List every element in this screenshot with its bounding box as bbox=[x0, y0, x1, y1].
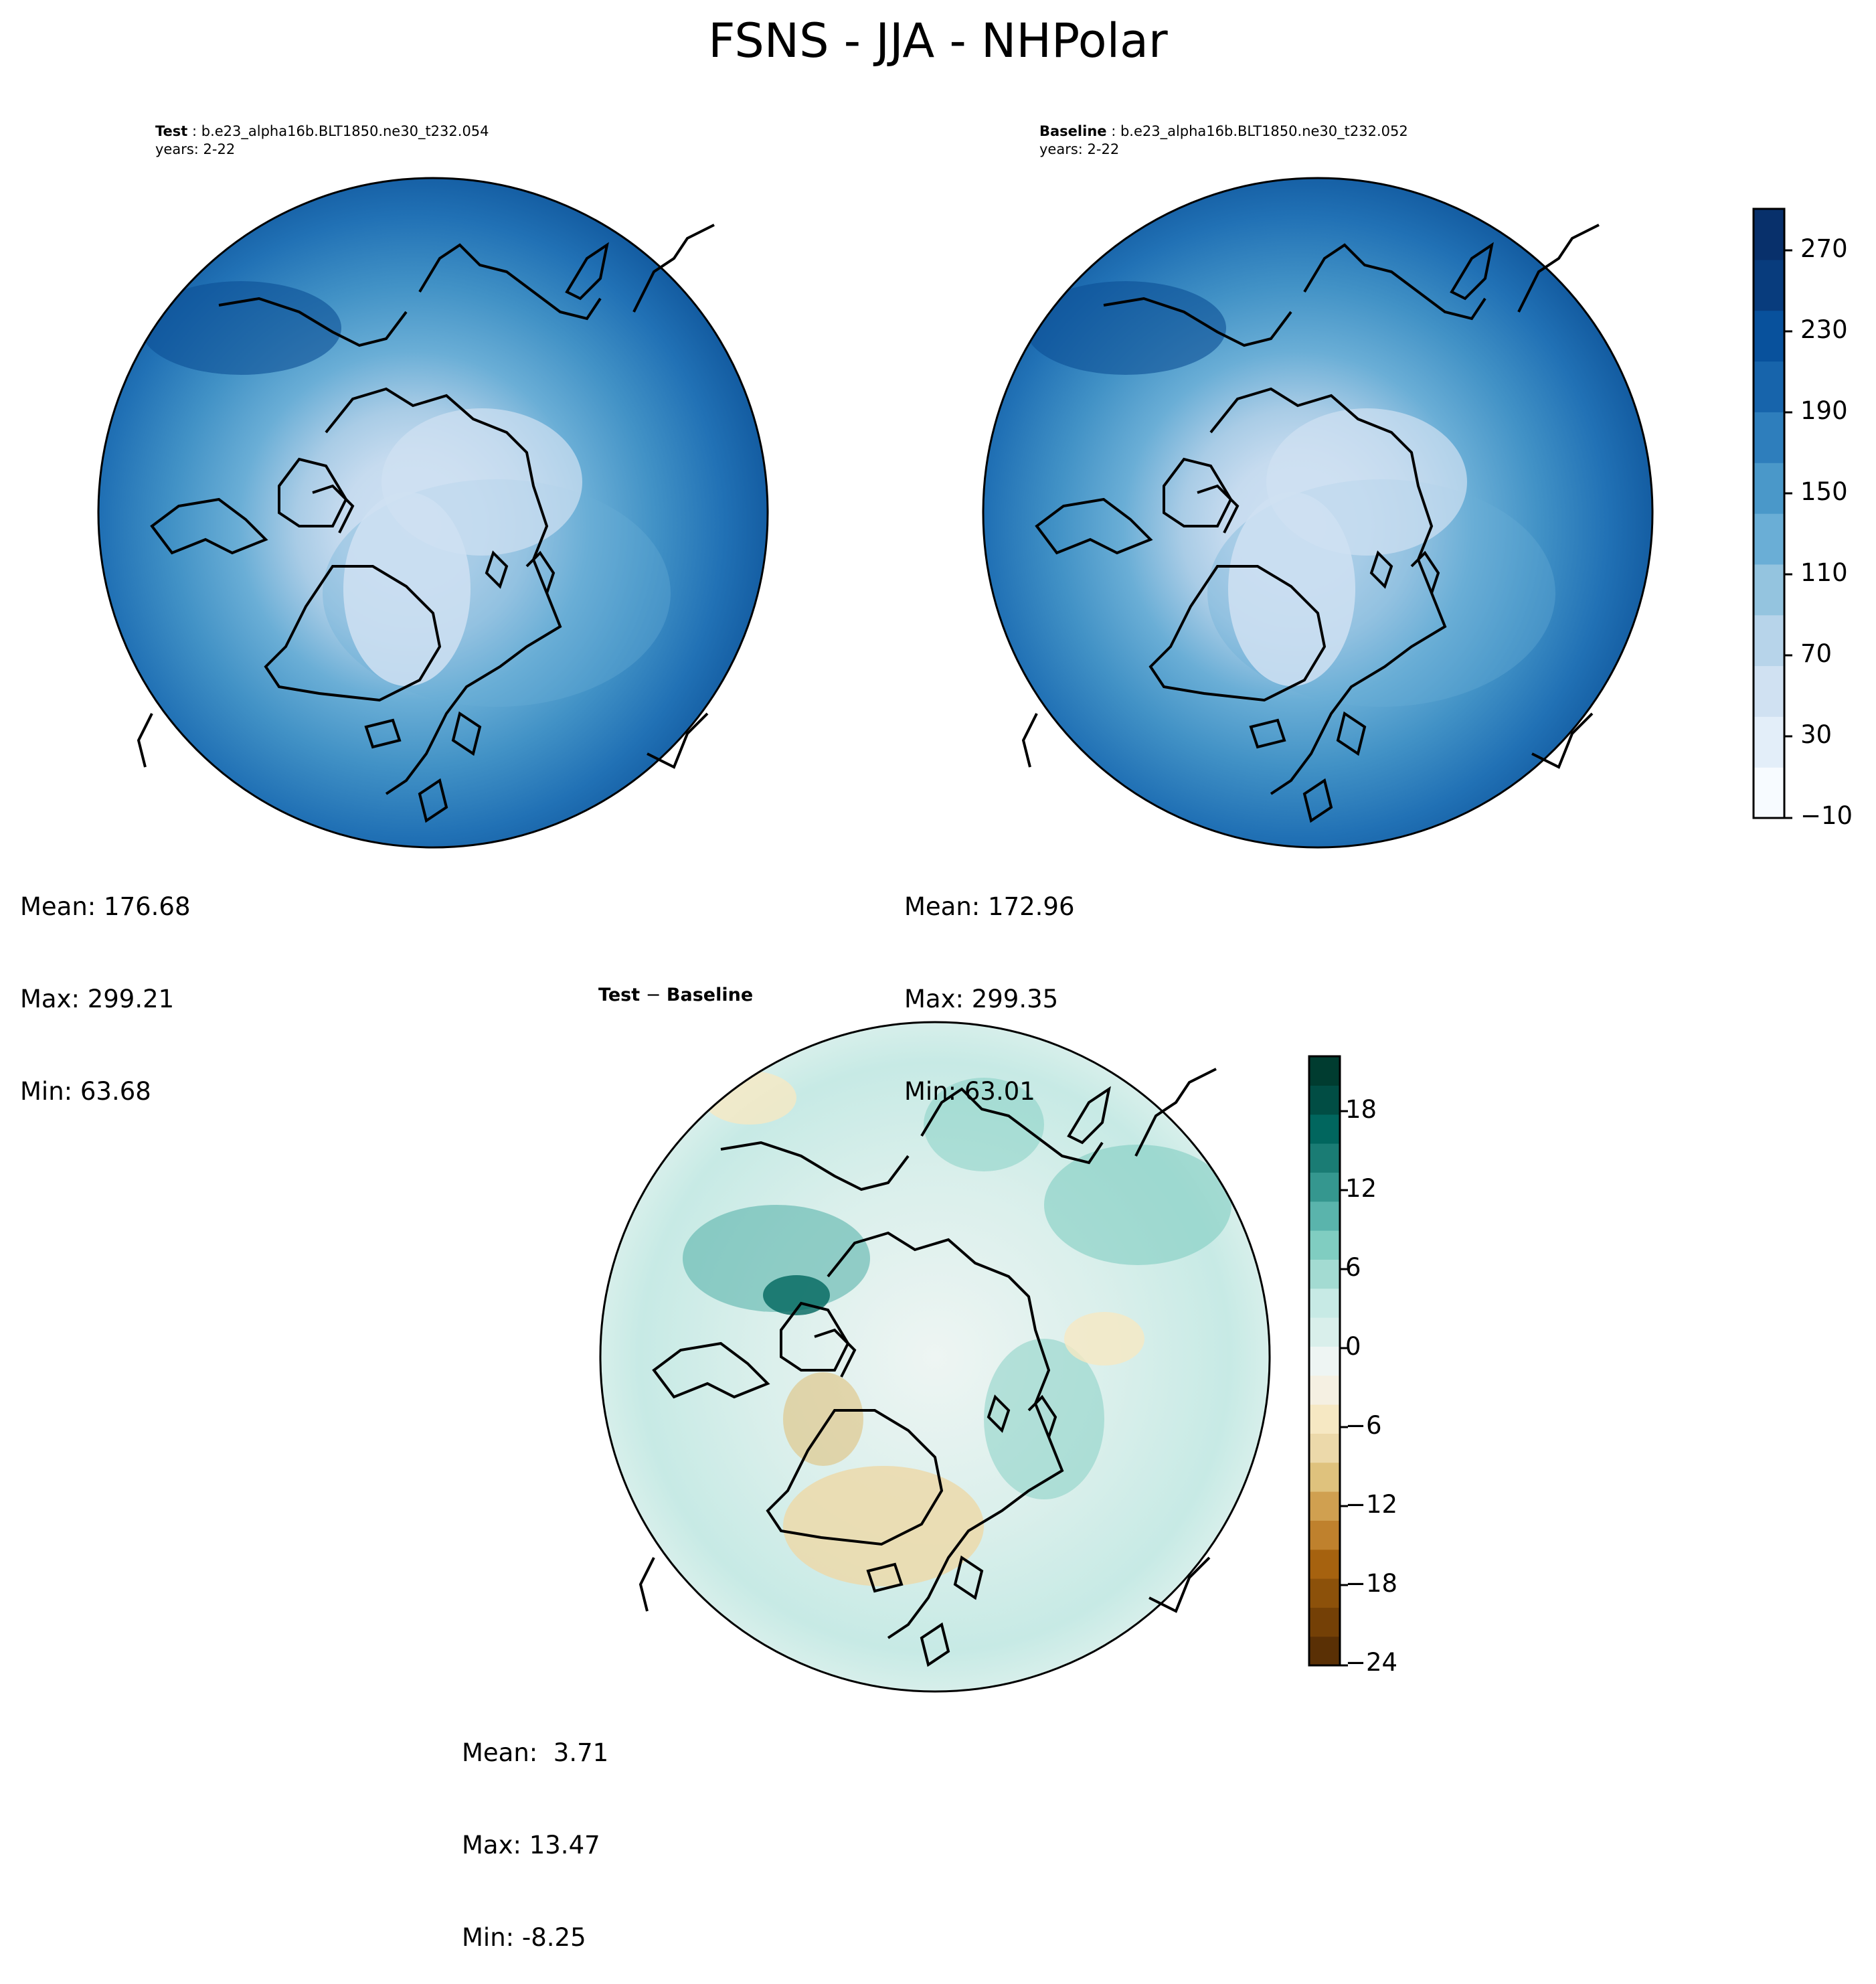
field-colorbar-band bbox=[1754, 614, 1784, 667]
diff-colorbar bbox=[1308, 1055, 1348, 1667]
baseline-min: Min: 63.01 bbox=[904, 1077, 1035, 1106]
field-colorbar-band bbox=[1754, 310, 1784, 362]
field-colorbar-outline bbox=[1752, 208, 1786, 819]
diff-label-test: Test bbox=[598, 985, 641, 1005]
diff-panel-title: Test − Baseline bbox=[598, 984, 753, 1007]
field-colorbar-band bbox=[1754, 209, 1784, 260]
diff-colorbar-band bbox=[1309, 1172, 1340, 1202]
field-colorbar-band bbox=[1754, 463, 1784, 514]
diff-min: Min: -8.25 bbox=[462, 1923, 586, 1952]
test-mean: Mean: 176.68 bbox=[20, 892, 191, 921]
field-tick: 270 bbox=[1800, 234, 1848, 263]
diff-colorbar-band bbox=[1309, 1201, 1340, 1231]
diff-colorbar-band bbox=[1309, 1346, 1340, 1376]
baseline-case-name: : b.e23_alpha16b.BLT1850.ne30_t232.052 bbox=[1106, 123, 1408, 139]
diff-map-boundary bbox=[599, 1021, 1271, 1693]
diff-colorbar-band bbox=[1309, 1549, 1340, 1579]
diff-colorbar-band bbox=[1309, 1578, 1340, 1608]
baseline-label: Baseline bbox=[1039, 123, 1107, 139]
field-colorbar-band bbox=[1754, 716, 1784, 768]
field-tick: 190 bbox=[1800, 396, 1848, 425]
test-label: Test bbox=[155, 123, 188, 139]
baseline-map bbox=[982, 177, 1654, 849]
baseline-stats: Mean: 172.96 Max: 299.35 Min: 63.01 bbox=[904, 830, 1075, 1138]
diff-tick: 0 bbox=[1345, 1332, 1361, 1361]
test-case-name: : b.e23_alpha16b.BLT1850.ne30_t232.054 bbox=[187, 123, 489, 139]
diff-mean: Mean: 3.71 bbox=[462, 1738, 609, 1767]
diff-colorbar-band bbox=[1309, 1607, 1340, 1637]
field-colorbar-band bbox=[1754, 259, 1784, 311]
diff-label-sep: − bbox=[640, 985, 667, 1005]
diff-colorbar-band bbox=[1309, 1288, 1340, 1318]
diff-tick: −18 bbox=[1345, 1569, 1398, 1598]
diff-tick: −12 bbox=[1345, 1490, 1398, 1519]
field-colorbar bbox=[1752, 208, 1792, 819]
field-tick: 230 bbox=[1800, 315, 1848, 344]
diff-colorbar-band bbox=[1309, 1636, 1340, 1666]
field-tick: 110 bbox=[1800, 558, 1848, 587]
diff-tick: 12 bbox=[1345, 1174, 1377, 1203]
test-map bbox=[97, 177, 769, 849]
diff-colorbar-band bbox=[1309, 1375, 1340, 1405]
figure-title: FSNS - JJA - NHPolar bbox=[708, 13, 1168, 68]
field-colorbar-band bbox=[1754, 665, 1784, 717]
baseline-years: years: 2-22 bbox=[1039, 141, 1120, 157]
test-years: years: 2-22 bbox=[155, 141, 236, 157]
field-colorbar-band bbox=[1754, 361, 1784, 412]
field-tick: 70 bbox=[1800, 639, 1832, 668]
diff-colorbar-band bbox=[1309, 1056, 1340, 1086]
diff-colorbar-band bbox=[1309, 1259, 1340, 1289]
diff-colorbar-band bbox=[1309, 1114, 1340, 1144]
diff-map bbox=[599, 1021, 1271, 1693]
diff-colorbar-outline bbox=[1308, 1055, 1341, 1667]
test-max: Max: 299.21 bbox=[20, 985, 175, 1013]
diff-colorbar-band bbox=[1309, 1462, 1340, 1492]
field-colorbar-band bbox=[1754, 564, 1784, 616]
test-stats: Mean: 176.68 Max: 299.21 Min: 63.68 bbox=[20, 830, 191, 1138]
baseline-panel-title: Baseline : b.e23_alpha16b.BLT1850.ne30_t… bbox=[1039, 122, 1408, 159]
diff-max: Max: 13.47 bbox=[462, 1831, 600, 1859]
field-colorbar-band bbox=[1754, 513, 1784, 565]
figure-canvas bbox=[97, 177, 1792, 1693]
diff-tick: 18 bbox=[1345, 1095, 1377, 1124]
field-tick: −10 bbox=[1800, 801, 1853, 830]
field-colorbar-band bbox=[1754, 412, 1784, 463]
test-panel-title: Test : b.e23_alpha16b.BLT1850.ne30_t232.… bbox=[155, 122, 489, 159]
diff-colorbar-band bbox=[1309, 1317, 1340, 1347]
field-tick: 150 bbox=[1800, 477, 1848, 506]
baseline-max: Max: 299.35 bbox=[904, 985, 1059, 1013]
diff-tick: 6 bbox=[1345, 1253, 1361, 1282]
diff-colorbar-band bbox=[1309, 1085, 1340, 1115]
diff-colorbar-band bbox=[1309, 1433, 1340, 1463]
diff-tick: −24 bbox=[1345, 1648, 1398, 1677]
test-min: Min: 63.68 bbox=[20, 1077, 151, 1106]
field-tick: 30 bbox=[1800, 720, 1832, 749]
diff-colorbar-band bbox=[1309, 1230, 1340, 1260]
baseline-mean: Mean: 172.96 bbox=[904, 892, 1075, 921]
diff-colorbar-band bbox=[1309, 1491, 1340, 1521]
diff-colorbar-band bbox=[1309, 1143, 1340, 1173]
diff-label-baseline: Baseline bbox=[666, 985, 754, 1005]
diff-colorbar-band bbox=[1309, 1404, 1340, 1434]
diff-stats: Mean: 3.71 Max: 13.47 Min: -8.25 bbox=[462, 1676, 608, 1984]
baseline-map-boundary bbox=[982, 177, 1654, 849]
field-colorbar-band bbox=[1754, 767, 1784, 819]
diff-colorbar-band bbox=[1309, 1520, 1340, 1550]
diff-tick: −6 bbox=[1345, 1411, 1382, 1440]
test-map-boundary bbox=[97, 177, 769, 849]
